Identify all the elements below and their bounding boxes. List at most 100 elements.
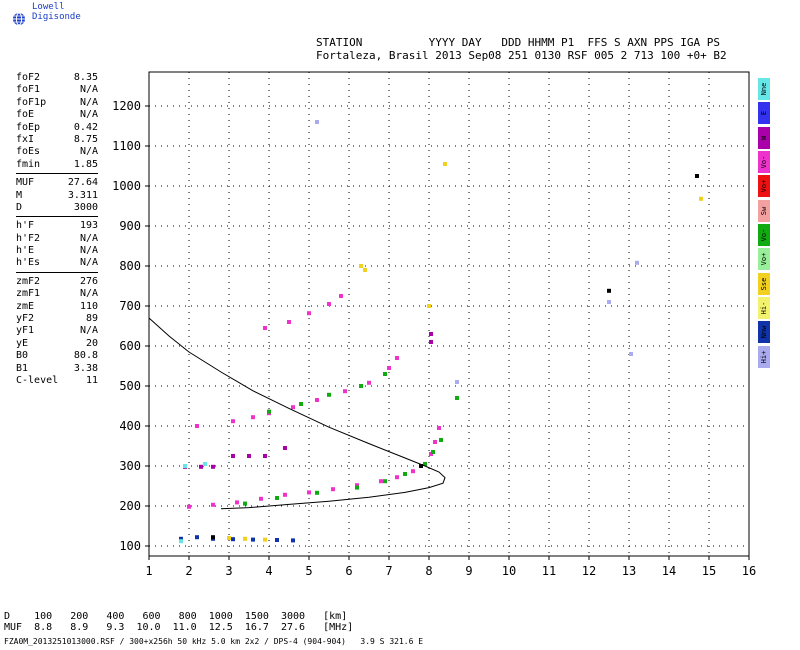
legend-label: Nnw [760,326,768,339]
data-point [699,196,703,201]
legend-swatch: E [758,102,770,125]
data-point [327,392,331,397]
data-point [427,304,431,308]
param-value: N/A [79,232,98,244]
param-row: foE N/A [16,109,98,121]
param-name: foE [16,109,35,121]
param-name: yF2 [16,313,35,325]
data-point [275,496,279,500]
param-row: fmin 1.85 [16,159,98,171]
param-name: zmF2 [16,275,41,287]
param-row: C-level 11 [16,375,98,387]
param-name: h'E [16,245,35,257]
param-value: N/A [79,257,98,269]
param-value: 11 [85,374,98,386]
legend-swatch: Hi+ [758,345,770,368]
data-point [331,487,335,492]
data-point [263,454,267,458]
param-name: fxI [16,133,35,145]
brand-name: Lowell Digisonde [32,2,81,22]
param-row: h'F 193 [16,220,98,232]
legend-swatch: Nne [758,78,770,100]
param-separator [16,271,98,273]
data-point [283,446,287,450]
distance-row: D 100 200 400 600 800 1000 1500 3000 [km… [4,611,348,622]
param-row: yF2 89 [16,313,98,325]
legend-label: Hi+ [760,350,768,364]
param-separator [16,173,98,175]
param-name: h'Es [16,257,41,269]
data-point [287,320,291,324]
param-name: yF1 [16,325,35,337]
file-info: FZA0M_2013251013000.RSF / 300+x256h 50 k… [4,637,424,646]
param-value: N/A [79,288,98,300]
param-value: 89 [85,313,98,325]
x-tick-label: 5 [305,564,312,578]
data-point [379,479,383,484]
y-tick-label: 1200 [112,99,141,113]
legend-swatch: W [758,126,770,149]
data-point [307,311,311,316]
param-value: 20 [85,337,98,349]
param-name: MUF [16,177,35,189]
data-point [455,380,459,384]
param-value: N/A [79,146,98,158]
data-point [395,356,399,360]
data-point [299,402,303,406]
param-row: B0 80.8 [16,350,98,362]
data-point [291,405,295,410]
param-row: zmF2 276 [16,276,98,288]
param-value: N/A [79,325,98,337]
param-name: yE [16,337,29,349]
param-row: yF1 N/A [16,325,98,337]
param-value: N/A [79,84,98,96]
data-point [183,464,187,468]
muf-row: MUF 8.8 8.9 9.3 10.0 11.0 12.5 16.7 27.6… [4,622,354,633]
data-point [307,490,311,495]
data-point [251,537,255,542]
y-tick-label: 400 [119,419,141,433]
legend-label: W [760,135,768,140]
param-row: B1 3.38 [16,363,98,375]
param-name: B1 [16,362,29,374]
data-point [367,380,371,385]
y-tick-label: 1100 [112,139,141,153]
data-point [211,535,215,540]
data-point [263,537,267,542]
x-tick-label: 15 [702,564,716,578]
x-tick-label: 9 [465,564,472,578]
x-tick-label: 8 [425,564,432,578]
legend-label: Vo- [760,155,768,169]
param-value: 110 [79,300,98,312]
data-point [275,538,279,542]
x-tick-label: 11 [542,564,556,578]
data-point [231,454,235,458]
x-tick-label: 1 [145,564,152,578]
polarization-legend: Nne E W Vo- Vo+ Sw Vo- Vo+ Sse Hi- Nnw Hi+ [758,78,770,370]
param-value: 8.35 [73,72,98,83]
param-row: foF1 N/A [16,84,98,96]
param-row: h'E N/A [16,245,98,257]
data-point [231,419,235,424]
data-point [267,409,271,414]
data-point [363,268,367,272]
param-name: h'F [16,220,35,232]
data-point [211,464,215,469]
param-name: foF1 [16,84,41,96]
data-point [315,120,319,124]
header-columns: STATION YYYY DAY DDD HHMM P1 FFS S AXN P… [316,36,720,49]
legend-swatch: Nnw [758,321,770,344]
param-row: h'Es N/A [16,257,98,269]
x-tick-label: 14 [662,564,676,578]
data-point [429,340,433,344]
data-point [343,389,347,394]
legend-swatch: Vo+ [758,175,770,198]
legend-label: E [760,111,768,116]
param-value: N/A [79,245,98,257]
data-point [283,492,287,497]
globe-icon [13,12,25,26]
data-point [339,294,343,298]
param-row: MUF 27.64 [16,177,98,189]
x-tick-label: 10 [502,564,516,578]
